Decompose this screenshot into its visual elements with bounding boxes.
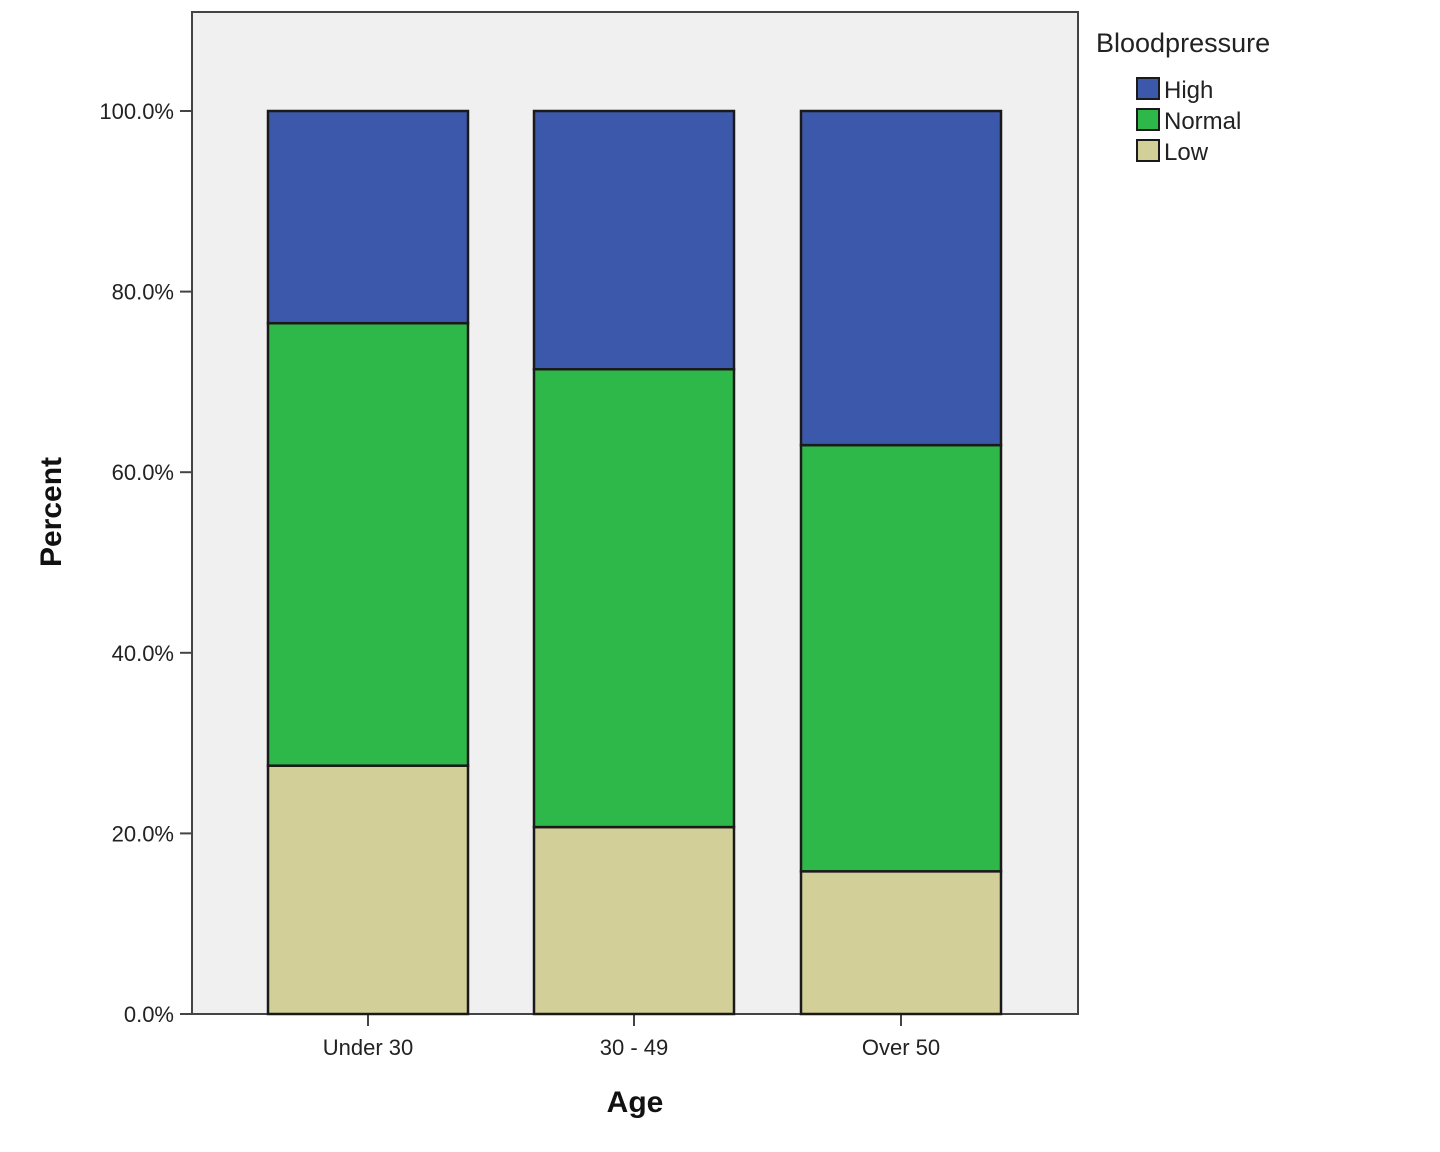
y-axis: 0.0% 20.0% 40.0% 60.0% 80.0% 100.0%	[99, 99, 192, 1027]
bar-group	[266, 109, 1003, 1016]
bar-segment-low	[799, 870, 1003, 1016]
y-tick-label: 40.0%	[112, 641, 174, 666]
x-axis-title: Age	[607, 1086, 664, 1119]
x-tick-label: 30 - 49	[600, 1035, 669, 1060]
bar-segment-normal	[799, 443, 1003, 873]
bar-segment-normal	[266, 321, 470, 767]
bar-segment-low	[266, 764, 470, 1016]
legend-title: Bloodpressure	[1096, 28, 1270, 58]
legend-swatch-normal	[1136, 108, 1160, 131]
y-tick-label: 60.0%	[112, 460, 174, 485]
bar-segment-low	[532, 825, 736, 1016]
x-tick-label: Over 50	[862, 1035, 940, 1060]
y-tick-label: 0.0%	[124, 1002, 174, 1027]
legend-label-low: Low	[1164, 139, 1209, 166]
legend-swatch-low	[1136, 139, 1160, 162]
legend-label-high: High	[1164, 77, 1213, 104]
y-tick-label: 80.0%	[112, 280, 174, 305]
y-tick-label: 100.0%	[99, 99, 174, 124]
bar-segment-high	[799, 109, 1003, 447]
legend-swatch-high	[1136, 77, 1160, 100]
y-tick-label: 20.0%	[112, 821, 174, 846]
bar-segment-normal	[532, 368, 736, 829]
y-axis-title: Percent	[35, 457, 68, 567]
bar-segment-high	[532, 109, 736, 371]
x-tick-label: Under 30	[323, 1035, 414, 1060]
x-axis: Under 30 30 - 49 Over 50	[323, 1014, 940, 1060]
bar-segment-high	[266, 109, 470, 325]
legend-label-normal: Normal	[1164, 108, 1241, 135]
legend: Bloodpressure High Normal Low	[1096, 28, 1270, 166]
